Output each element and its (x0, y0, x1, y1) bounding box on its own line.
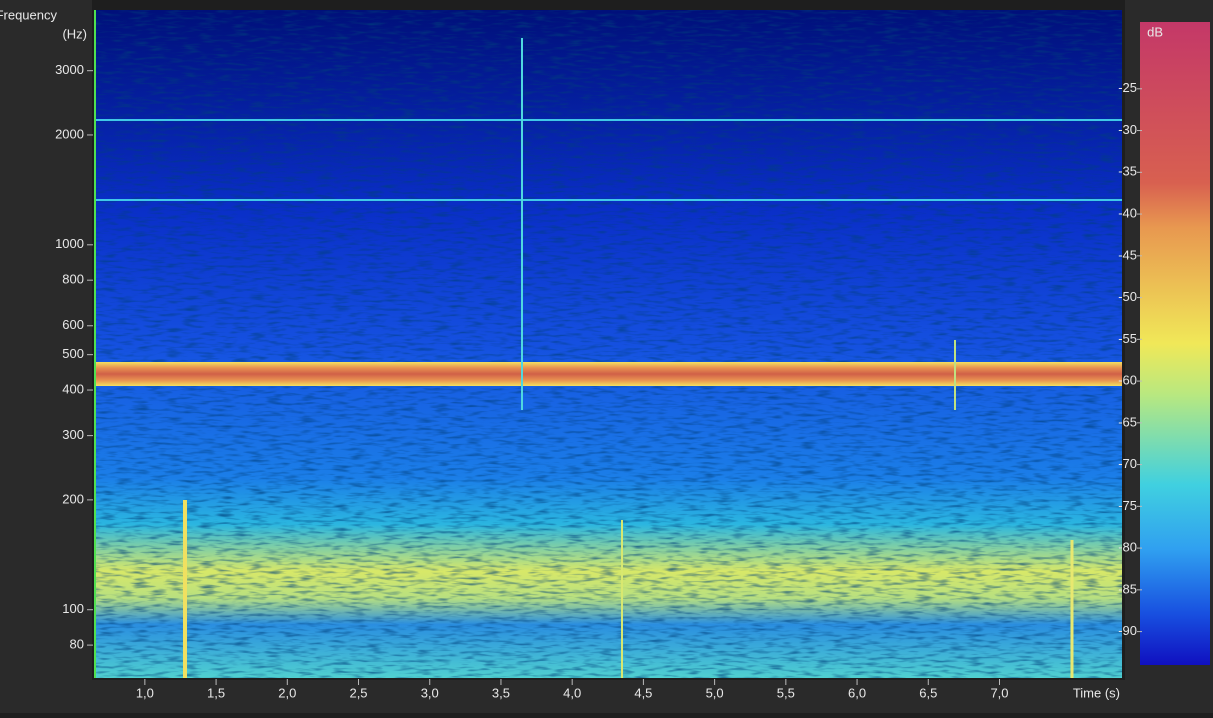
y-tick-label: 3000 (55, 62, 84, 77)
y-tick-label: 2000 (55, 126, 84, 141)
y-tick-label: 800 (62, 272, 84, 287)
colorbar (1140, 22, 1210, 665)
x-tick-label: 6,5 (919, 685, 937, 700)
spectrogram-image (94, 10, 1122, 678)
colorbar-tick-label: -45 (1118, 247, 1137, 262)
colorbar-tick-label: -55 (1118, 331, 1137, 346)
x-tick-label: 7,0 (990, 685, 1008, 700)
y-tick-label: 200 (62, 491, 84, 506)
colorbar-tick-label: -40 (1118, 206, 1137, 221)
x-tick-label: 2,5 (349, 685, 367, 700)
x-tick-label: 6,0 (848, 685, 866, 700)
x-axis-label: Time (s) (1073, 685, 1120, 700)
y-axis-panel (0, 0, 92, 713)
y-tick-label: 100 (62, 601, 84, 616)
x-tick-label: 3,5 (492, 685, 510, 700)
y-axis-label: Frequency (0, 7, 57, 22)
colorbar-label: dB (1147, 24, 1163, 39)
colorbar-tick-label: -30 (1118, 122, 1137, 137)
y-tick-label: 300 (62, 427, 84, 442)
x-axis-panel (0, 680, 1125, 713)
colorbar-tick-label: -35 (1118, 164, 1137, 179)
colorbar-tick-label: -90 (1118, 623, 1137, 638)
y-tick-label: 80 (70, 637, 84, 652)
y-tick-label: 1000 (55, 236, 84, 251)
colorbar-tick-label: -50 (1118, 289, 1137, 304)
x-tick-label: 2,0 (278, 685, 296, 700)
x-tick-label: 1,0 (136, 685, 154, 700)
x-tick-label: 1,5 (207, 685, 225, 700)
x-tick-label: 3,0 (421, 685, 439, 700)
colorbar-tick-label: -75 (1118, 498, 1137, 513)
x-tick-label: 4,0 (563, 685, 581, 700)
colorbar-tick-label: -70 (1118, 456, 1137, 471)
tone-band (95, 362, 1122, 386)
x-tick-label: 5,5 (777, 685, 795, 700)
colorbar-tick-label: -85 (1118, 581, 1137, 596)
colorbar-tick-label: -25 (1118, 80, 1137, 95)
x-tick-label: 5,0 (706, 685, 724, 700)
y-tick-label: 400 (62, 381, 84, 396)
x-tick-label: 4,5 (634, 685, 652, 700)
colorbar-tick-label: -80 (1118, 540, 1137, 555)
y-tick-label: 500 (62, 346, 84, 361)
y-axis-label: (Hz) (62, 26, 87, 41)
colorbar-tick-label: -60 (1118, 373, 1137, 388)
y-tick-label: 600 (62, 317, 84, 332)
spectrum-noise (95, 10, 1122, 678)
colorbar-tick-label: -65 (1118, 414, 1137, 429)
